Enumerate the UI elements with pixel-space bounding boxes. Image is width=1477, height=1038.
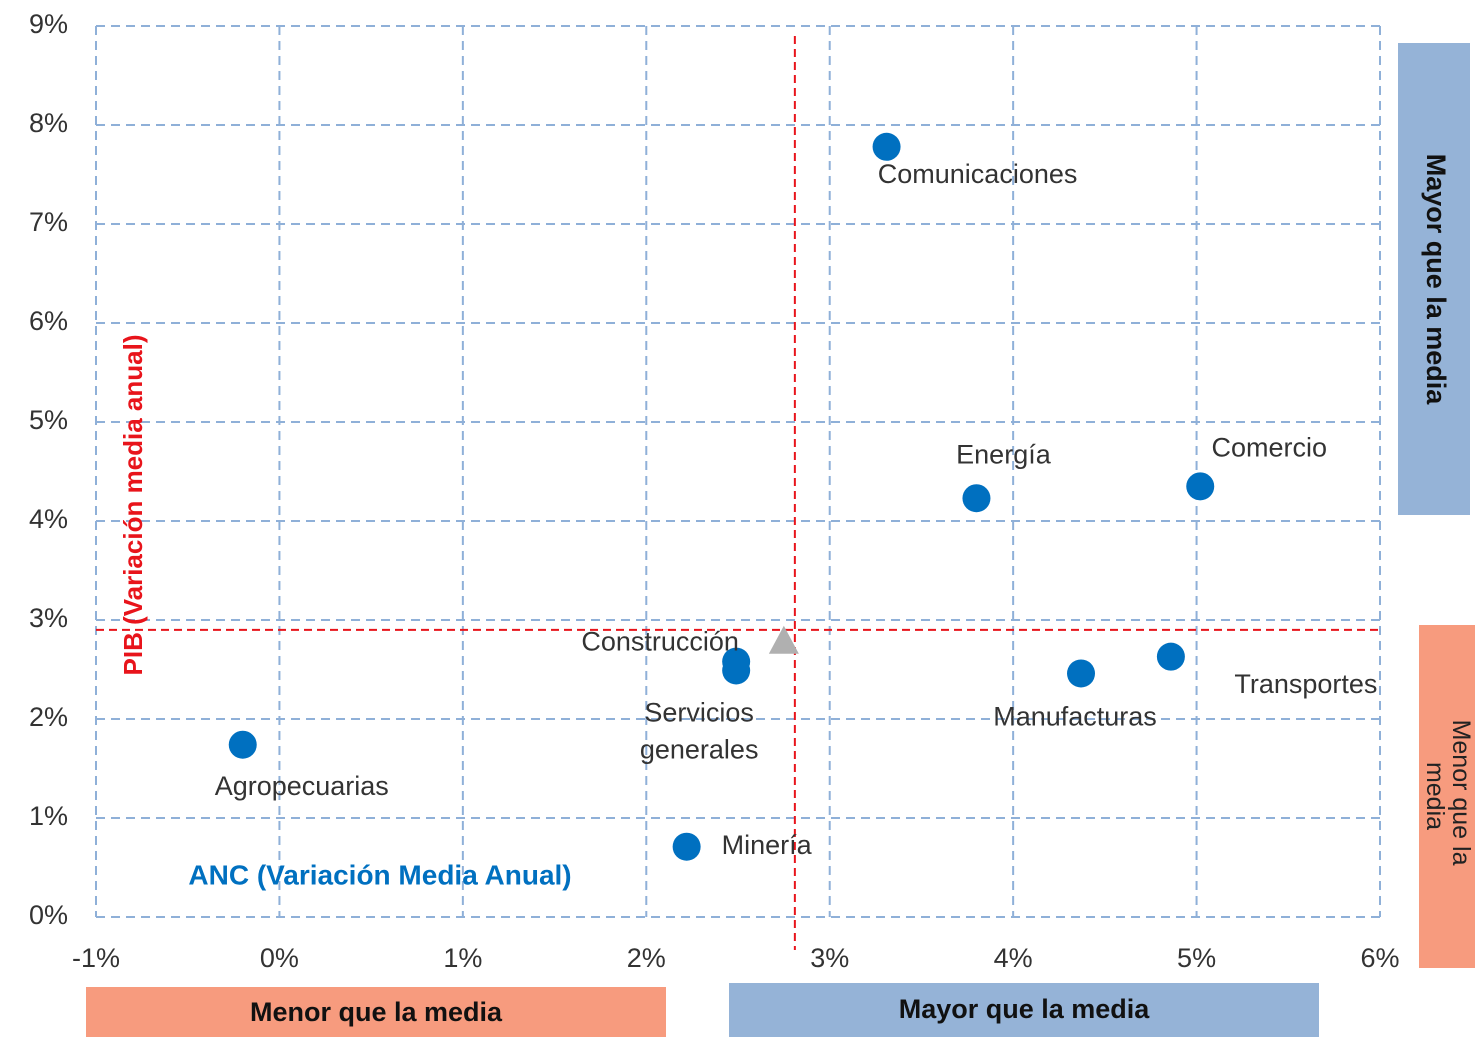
x-tick-label: 6% [1360,943,1399,973]
zone-label-line: media [1421,762,1449,830]
point-label: Construcción [581,627,739,657]
point-label: Servicios generales [640,698,759,765]
point-label: Manufacturas [993,702,1157,732]
y-tick-label: 2% [29,702,68,732]
x-tick-label: -1% [72,943,120,973]
zone-box [729,983,1319,1037]
zone-label: Mayor que la media [1421,154,1451,406]
zone-label: Menor que la media [1421,720,1475,873]
marks: Comunicaciones Energía Comercio Transportes… [96,36,1380,950]
x-axis-label: ANC (Variación Media Anual) [188,859,571,890]
mean-point [768,625,799,654]
point-label: Comunicaciones [878,159,1078,189]
y-tick-label: 0% [29,900,68,930]
point-label: Minería [722,830,813,860]
point [1067,659,1096,688]
y-axis-label: PIB (Variación media anual) [118,335,148,676]
y-tick-label: 8% [29,108,68,138]
x-tick-label: 4% [994,943,1033,973]
grid: -1% 0% 1% 2% 3% 4% 5% 6%0%1%2%3%4%5%6%7%8%9% [29,9,1400,973]
x-tick-label: 5% [1177,943,1216,973]
y-tick-label: 3% [29,603,68,633]
y-tick-label: 6% [29,306,68,336]
zone-label: Mayor que la media [899,994,1151,1024]
point [1156,642,1185,671]
point [672,832,701,861]
zone-box [1398,43,1470,515]
point-label: Transportes [1234,669,1377,699]
y-tick-label: 9% [29,9,68,39]
y-tick-label: 5% [29,405,68,435]
y-tick-label: 1% [29,801,68,831]
x-tick-label: 2% [627,943,666,973]
zone-box [86,987,666,1037]
y-tick-label: 7% [29,207,68,237]
point-label: Agropecuarias [215,771,389,801]
y-tick-label: 4% [29,504,68,534]
zone-box [1419,625,1475,968]
point-label: Energía [956,439,1052,469]
point-label-line: generales [640,735,759,765]
point [962,484,991,513]
x-tick-label: 3% [810,943,849,973]
zone-label: Menor que la media [250,997,503,1027]
point-label-line: Servicios [644,698,754,728]
x-tick-label: 0% [260,943,299,973]
point [228,730,257,759]
point [872,132,901,161]
point [1186,472,1215,501]
x-tick-label: 1% [443,943,482,973]
point [722,656,751,685]
zone-label-line: Menor que la [1447,720,1475,866]
point-label: Comercio [1211,432,1327,462]
